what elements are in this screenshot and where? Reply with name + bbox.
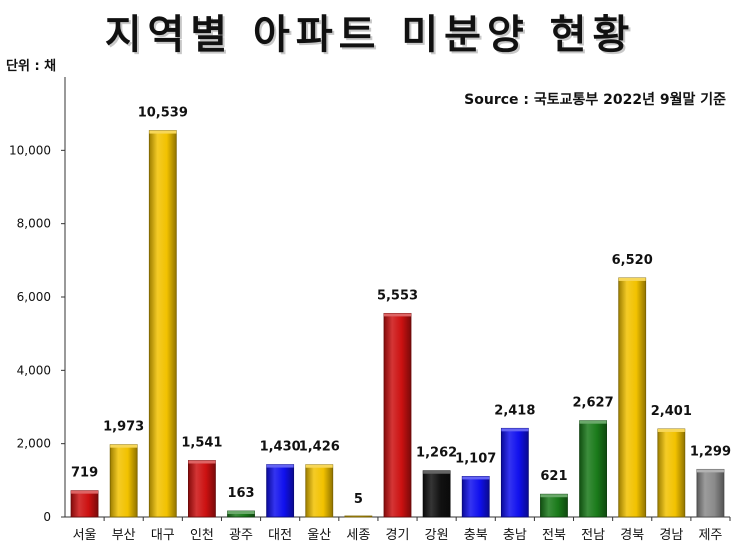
data-label-경북: 6,520 <box>612 253 653 268</box>
bar-제주 <box>696 468 725 518</box>
x-tick-label-인천: 인천 <box>190 528 214 543</box>
bar-대전 <box>266 464 295 518</box>
bar-충남 <box>500 427 529 518</box>
bar-top-bevel <box>423 470 451 474</box>
bar-top-bevel <box>188 460 216 464</box>
data-label-충남: 2,418 <box>494 403 535 418</box>
data-label-전북: 621 <box>540 469 567 484</box>
x-tick-label-경기: 경기 <box>386 528 410 543</box>
source-note: Source : 국토교통부 2022년 9월말 기준 <box>464 92 726 108</box>
x-tick-label-광주: 광주 <box>229 528 253 543</box>
data-label-울산: 1,426 <box>299 440 340 455</box>
bar-top-bevel <box>696 469 724 473</box>
y-tick-label: 2,000 <box>17 437 51 451</box>
data-label-세종: 5 <box>354 492 363 507</box>
bar-경북 <box>618 277 647 518</box>
x-tick-label-강원: 강원 <box>425 528 449 543</box>
bar-충북 <box>461 476 490 518</box>
y-tick-label: 6,000 <box>17 290 51 304</box>
data-label-서울: 719 <box>71 466 98 481</box>
x-tick-label-대전: 대전 <box>268 528 292 543</box>
x-tick-label-울산: 울산 <box>307 528 331 543</box>
bar-서울 <box>70 490 99 518</box>
bar-top-bevel <box>618 277 646 281</box>
y-tick-label: 0 <box>43 510 51 524</box>
x-tick-label-전북: 전북 <box>542 528 566 543</box>
x-tick-label-세종: 세종 <box>346 528 370 543</box>
data-label-충북: 1,107 <box>455 451 496 466</box>
x-tick-label-전남: 전남 <box>581 528 605 543</box>
bar-인천 <box>188 460 216 518</box>
data-label-제주: 1,299 <box>690 444 731 459</box>
bar-top-bevel <box>71 490 99 494</box>
x-tick-label-충북: 충북 <box>464 528 488 543</box>
bar-강원 <box>422 470 451 518</box>
bar-top-bevel <box>462 476 490 480</box>
data-label-경기: 5,553 <box>377 288 418 303</box>
bar-top-bevel <box>540 494 568 498</box>
bar-top-bevel <box>384 313 411 317</box>
bar-경기 <box>383 312 412 518</box>
data-label-부산: 1,973 <box>103 420 144 435</box>
x-tick-label-부산: 부산 <box>112 528 136 543</box>
x-tick-label-서울: 서울 <box>73 528 97 543</box>
data-label-경남: 2,401 <box>651 404 692 419</box>
bar-세종 <box>344 515 373 518</box>
x-tick-label-경북: 경북 <box>620 528 644 543</box>
bar-전북 <box>540 493 568 518</box>
x-tick-label-충남: 충남 <box>503 528 527 543</box>
bar-top-bevel <box>110 444 138 448</box>
bar-경남 <box>657 428 686 518</box>
bar-top-bevel <box>657 428 685 432</box>
x-tick-label-대구: 대구 <box>151 528 175 543</box>
data-label-대전: 1,430 <box>260 440 301 455</box>
x-tick-label-경남: 경남 <box>659 528 683 543</box>
bar-top-bevel <box>266 464 294 468</box>
bar-top-bevel <box>501 428 529 432</box>
bar-대구 <box>148 130 177 518</box>
unit-label: 단위 : 채 <box>6 59 57 74</box>
data-label-강원: 1,262 <box>416 446 457 461</box>
data-label-광주: 163 <box>227 486 254 501</box>
bar-top-bevel <box>149 130 177 134</box>
data-label-대구: 10,539 <box>138 106 188 121</box>
bar-부산 <box>109 444 138 518</box>
y-tick-label: 4,000 <box>17 363 51 377</box>
bar-울산 <box>305 464 334 518</box>
bar-top-bevel <box>305 464 333 468</box>
x-tick-label-제주: 제주 <box>698 528 722 543</box>
y-tick-label: 8,000 <box>17 217 51 231</box>
bar-전남 <box>579 420 607 518</box>
bar-top-bevel <box>227 511 255 515</box>
chart-title: 지역별 아파트 미분양 현황 <box>104 12 636 58</box>
data-label-인천: 1,541 <box>181 435 222 450</box>
data-label-전남: 2,627 <box>573 396 614 411</box>
bar-top-bevel <box>579 420 607 424</box>
y-tick-label: 10,000 <box>9 143 51 157</box>
